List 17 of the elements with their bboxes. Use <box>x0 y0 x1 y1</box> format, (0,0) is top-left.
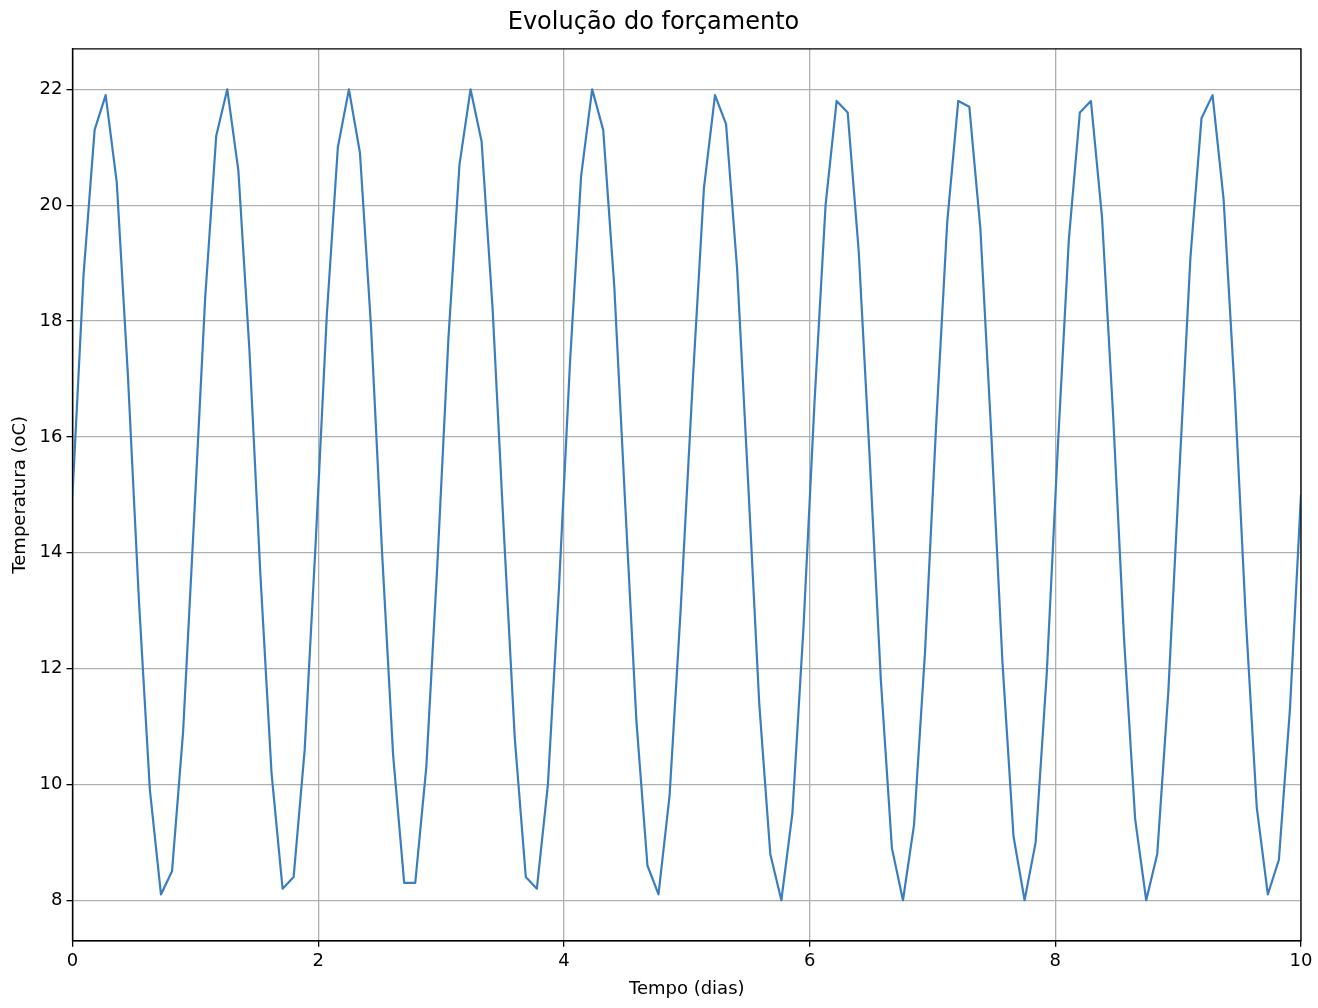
y-tick-label: 20 <box>39 192 63 214</box>
y-tick-label: 12 <box>39 656 63 678</box>
y-tick-label: 18 <box>39 308 63 330</box>
chart-title: Evolução do forçamento <box>507 6 800 35</box>
x-tick-label: 4 <box>558 949 570 971</box>
x-axis-title: Tempo (dias) <box>627 976 745 998</box>
x-tick-label: 8 <box>1049 949 1062 971</box>
y-tick-label: 14 <box>39 540 63 562</box>
x-tick-label: 6 <box>803 949 816 971</box>
y-tick-label: 8 <box>51 887 63 909</box>
x-tick-label: 2 <box>312 949 324 971</box>
x-tick-label: 0 <box>66 949 79 971</box>
y-tick-label: 16 <box>39 424 63 446</box>
y-tick-label: 22 <box>39 77 63 99</box>
y-axis-title: Temperatura (oC) <box>8 415 30 575</box>
y-tick-label: 10 <box>39 772 63 794</box>
x-tick-label: 10 <box>1289 949 1313 971</box>
